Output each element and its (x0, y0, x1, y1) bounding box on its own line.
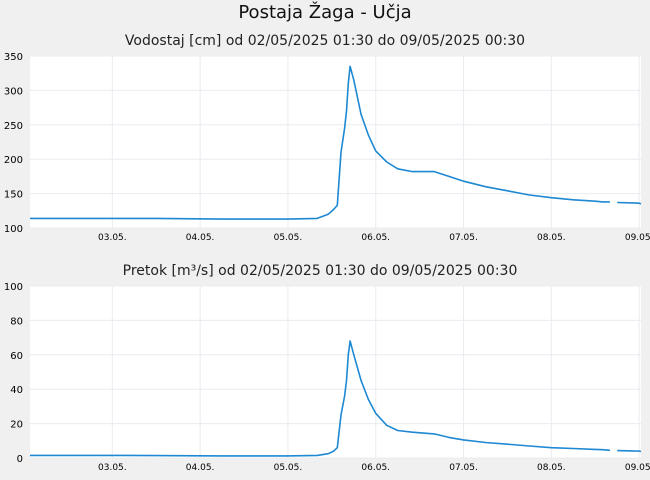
chart-2-x-tick-label: 09.05. (625, 463, 650, 473)
chart-1-series-line (30, 65, 642, 220)
chart-1-x-tick-label: 04.05. (186, 233, 215, 243)
chart-2-plot-area (30, 286, 641, 458)
chart-1-x-tick-label: 06.05. (361, 233, 390, 243)
chart-2-y-tick-label: 80 (10, 316, 23, 327)
chart-2-x-tick-label: 06.05. (361, 463, 390, 473)
chart-2-x-tick-label: 05.05. (274, 463, 303, 473)
chart-2-y-tick-label: 40 (10, 385, 23, 396)
chart-2-grid (30, 285, 641, 459)
chart-1-x-tick-label: 05.05. (274, 233, 303, 243)
chart-1-y-tick-label: 250 (4, 121, 23, 132)
chart-2-series-line (30, 340, 642, 457)
chart-2-x-tick-label: 04.05. (186, 463, 215, 473)
chart-2-y-tick-label: 60 (10, 351, 23, 362)
chart-2-y-tick-label: 0 (17, 454, 23, 465)
chart-1-y-tick-label: 350 (4, 52, 23, 63)
chart-2-y-ticks: 0 20 40 60 80 100 (4, 282, 23, 465)
chart-2-x-tick-label: 03.05. (98, 463, 127, 473)
chart-1-x-tick-label: 08.05. (537, 233, 566, 243)
chart-1-y-ticks: 100 150 200 250 300 350 (4, 52, 23, 235)
page-title: Postaja Žaga - Učja (238, 2, 412, 23)
chart-1-x-tick-label: 09.05. (625, 233, 650, 243)
chart-2-title: Pretok [m³/s] od 02/05/2025 01:30 do 09/… (123, 263, 518, 279)
chart-1-title: Vodostaj [cm] od 02/05/2025 01:30 do 09/… (125, 33, 525, 49)
chart-1-y-tick-label: 100 (4, 224, 23, 235)
chart-1-y-tick-label: 300 (4, 86, 23, 97)
chart-2-y-tick-label: 20 (10, 420, 23, 431)
chart-1-y-tick-label: 200 (4, 155, 23, 166)
chart-2-y-tick-label: 100 (4, 282, 23, 293)
chart-2-x-tick-label: 08.05. (537, 463, 566, 473)
chart-2-x-ticks: 03.05. 04.05. 05.05. 06.05. 07.05. 08.05. 09.0… (98, 463, 650, 473)
chart-1-x-tick-label: 07.05. (449, 233, 478, 243)
chart-2-x-tick-label: 07.05. (449, 463, 478, 473)
chart-1-plot-area (30, 56, 641, 228)
chart-1-x-ticks: 03.05. 04.05. 05.05. 06.05. 07.05. 08.05. 09.0… (98, 233, 650, 243)
chart-1-grid (30, 55, 641, 229)
chart-1-y-tick-label: 150 (4, 190, 23, 201)
chart-1-x-tick-label: 03.05. (98, 233, 127, 243)
